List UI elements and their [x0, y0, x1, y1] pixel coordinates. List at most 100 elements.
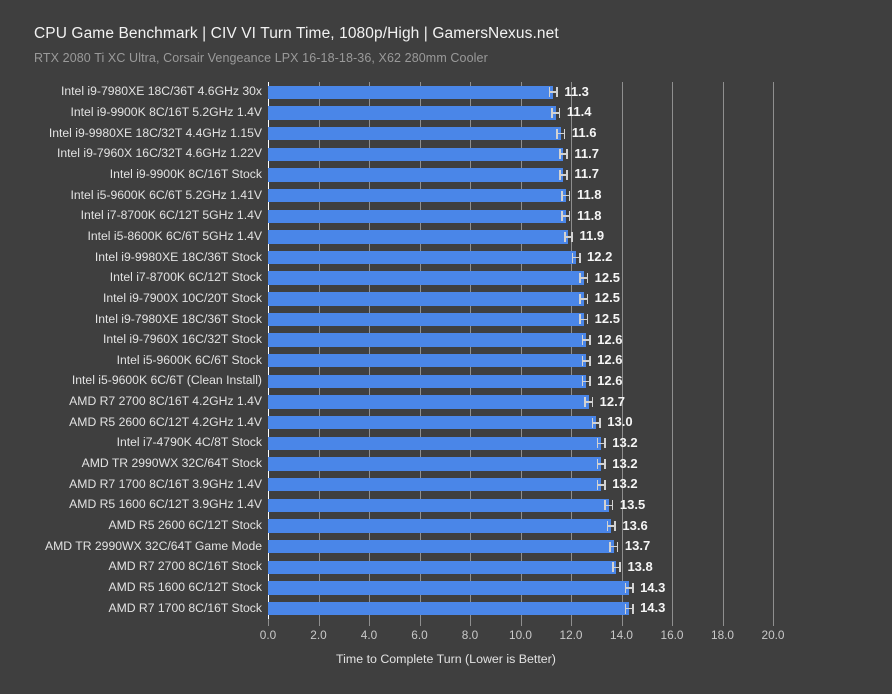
x-tick	[318, 619, 320, 626]
bar-rows	[268, 82, 773, 619]
y-axis-label: Intel i5-9600K 6C/6T Stock	[116, 352, 262, 367]
bar-value-label: 14.3	[640, 600, 666, 616]
error-bar	[579, 293, 589, 304]
y-axis-label: Intel i9-9900K 8C/16T 5.2GHz 1.4V	[70, 104, 262, 119]
gridline-6	[419, 82, 421, 619]
bar	[268, 601, 630, 616]
y-axis-label: Intel i9-9900K 8C/16T Stock	[109, 166, 262, 181]
y-axis-labels: Intel i9-7980XE 18C/36T 4.6GHz 30x Intel …	[12, 82, 262, 619]
x-tick-label: 4.0	[360, 628, 378, 642]
bar	[268, 250, 577, 265]
bar-value-label: 13.7	[624, 538, 651, 554]
bar-value-label: 12.7	[599, 393, 625, 409]
gridline-20	[773, 82, 774, 619]
x-tick	[419, 619, 421, 626]
plot-area	[268, 82, 774, 619]
bar-value-label: 13.2	[612, 476, 638, 492]
x-tick	[571, 619, 572, 626]
bar-value-label: 14.3	[640, 579, 666, 595]
y-axis-label: AMD TR 2990WX 32C/64T Stock	[81, 456, 262, 471]
bar	[268, 209, 566, 223]
bar-value-label: 11.8	[576, 187, 602, 203]
bar	[268, 126, 561, 141]
bar-value-label: 12.6	[597, 372, 623, 388]
bar-row	[268, 371, 773, 392]
gridline-18	[722, 82, 724, 619]
bar	[268, 85, 554, 99]
chart-title: CPU Game Benchmark | CIV VI Turn Time, 1…	[34, 25, 559, 42]
x-tick	[722, 619, 724, 626]
y-axis-label: AMD R7 1700 8C/16T Stock	[108, 600, 262, 615]
bar-row	[268, 247, 773, 268]
gridline-10	[520, 82, 522, 619]
error-bar	[551, 107, 561, 118]
bar	[268, 457, 602, 471]
x-tick-label: 0.0	[259, 628, 277, 642]
bar-row	[268, 351, 773, 372]
bar	[268, 271, 584, 285]
y-axis-label: AMD R5 2600 6C/12T Stock	[108, 518, 262, 533]
error-bar	[596, 479, 606, 490]
x-tick	[773, 619, 774, 626]
gridline-4	[369, 82, 370, 619]
bar-row	[268, 82, 773, 103]
bar	[268, 230, 569, 244]
bar	[268, 312, 584, 327]
x-tick	[369, 619, 370, 626]
bar-row	[268, 433, 773, 454]
bar	[268, 395, 589, 409]
bar-value-label: 13.6	[622, 517, 648, 533]
axis-line-zero	[268, 82, 269, 619]
bar-value-label: 13.5	[619, 496, 646, 512]
x-tick-label: 20.0	[761, 628, 785, 642]
y-axis-label: Intel i5-9600K 6C/6T 5.2GHz 1.41V	[70, 187, 262, 202]
error-bar	[561, 190, 571, 201]
bar	[268, 292, 584, 306]
y-axis-label: Intel i5-9600K 6C/6T (Clean Install)	[71, 373, 262, 388]
bar	[268, 168, 564, 182]
bar-row	[268, 289, 773, 310]
error-bar	[581, 376, 591, 387]
bar-row	[268, 495, 773, 516]
bar-row	[268, 557, 773, 578]
y-axis-label: AMD TR 2990WX 32C/64T Game Mode	[45, 538, 262, 553]
bar-row	[268, 268, 773, 289]
y-axis-label: AMD R5 1600 6C/12T 3.9GHz 1.4V	[69, 497, 262, 512]
y-axis-label: Intel i9-7900X 10C/20T Stock	[103, 290, 262, 305]
y-axis-label: AMD R7 2700 8C/16T 4.2GHz 1.4V	[69, 394, 262, 409]
error-bar	[558, 149, 568, 160]
bar-value-label: 12.5	[594, 311, 620, 327]
error-bar	[561, 211, 571, 222]
bar-row	[268, 185, 773, 206]
bar-row	[268, 144, 773, 165]
y-axis-label: Intel i9-9980XE 18C/36T Stock	[94, 249, 262, 264]
bar-row	[268, 392, 773, 413]
bar-value-label: 12.5	[594, 290, 620, 306]
x-tick-label: 18.0	[711, 628, 734, 642]
x-tick	[268, 619, 269, 626]
bar	[268, 519, 612, 533]
bar-row	[268, 165, 773, 186]
bar-row	[268, 578, 773, 599]
y-axis-label: AMD R5 1600 6C/12T Stock	[108, 580, 262, 595]
bar-value-label: 12.5	[594, 269, 620, 285]
error-bar	[606, 521, 616, 532]
bar-row	[268, 206, 773, 227]
x-tick	[470, 619, 471, 626]
error-bar	[581, 335, 591, 346]
bar-value-label: 12.6	[597, 352, 623, 368]
bar-row	[268, 412, 773, 433]
bar-row	[268, 536, 773, 557]
error-bar	[584, 397, 594, 408]
bar-value-label: 12.6	[597, 331, 623, 347]
bar-value-label: 13.8	[627, 558, 653, 574]
y-axis-label: AMD R7 1700 8C/16T 3.9GHz 1.4V	[69, 476, 262, 491]
y-axis-label: Intel i9-9980XE 18C/32T 4.4GHz 1.15V	[48, 125, 262, 140]
bar-row	[268, 309, 773, 330]
bar	[268, 106, 556, 120]
bar	[268, 374, 587, 389]
x-tick-label: 16.0	[660, 628, 684, 642]
bar	[268, 147, 564, 161]
bar-row	[268, 598, 773, 619]
